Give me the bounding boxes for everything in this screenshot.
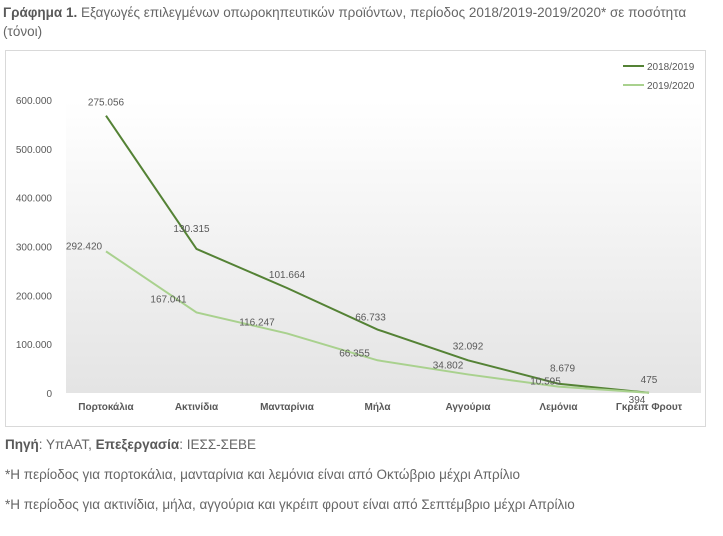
data-label: 167.041	[150, 294, 187, 305]
series-line-2019-2020	[105, 250, 650, 394]
caption-text: Εξαγωγές επιλεγμένων οπωροκηπευτικών προ…	[3, 5, 687, 39]
processing-text: : ΙΕΣΣ-ΣΕΒΕ	[179, 437, 257, 452]
x-tick-label: Γκρέιπ Φρουτ	[616, 402, 683, 413]
chart-caption: Γράφημα 1. Εξαγωγές επιλεγμένων οπωροκηπ…	[3, 3, 703, 41]
data-label: 32.092	[453, 341, 484, 352]
legend-label: 2018/2019	[647, 62, 695, 73]
data-label: 130.315	[173, 224, 210, 235]
chart-container: 0 100.000 200.000 300.000 400.000 500.000 600.…	[5, 50, 706, 427]
y-tick-label: 300.000	[16, 243, 53, 254]
data-label: 66.355	[339, 348, 370, 359]
data-label: 8.679	[550, 364, 575, 375]
y-tick-label: 100.000	[16, 340, 53, 351]
data-label: 34.802	[433, 360, 464, 371]
data-label: 292.420	[66, 241, 103, 252]
y-tick-label: 500.000	[16, 145, 53, 156]
y-tick-label: 0	[46, 389, 52, 400]
x-tick-label: Λεμόνια	[539, 402, 578, 413]
data-label: 475	[641, 375, 658, 386]
y-tick-label: 400.000	[16, 194, 53, 205]
data-label: 10.595	[530, 377, 561, 388]
footnote-2: *Η περίοδος για ακτινίδια, μήλα, αγγούρι…	[5, 497, 575, 512]
legend-label: 2019/2020	[647, 81, 695, 92]
data-label: 66.733	[355, 313, 386, 324]
data-label: 275.056	[88, 98, 125, 109]
source-label: Πηγή	[5, 437, 39, 452]
data-label: 394	[629, 395, 646, 406]
line-chart: 0 100.000 200.000 300.000 400.000 500.000 600.…	[16, 62, 701, 413]
source-line: Πηγή: ΥπΑΑΤ, Επεξεργασία: ΙΕΣΣ-ΣΕΒΕ	[5, 437, 715, 452]
data-label: 116.247	[239, 317, 275, 328]
x-tick-label: Μανταρίνια	[260, 402, 315, 413]
source-text: : ΥπΑΑΤ,	[38, 437, 96, 452]
series-line-2018-2019	[105, 115, 650, 394]
x-tick-label: Αγγούρια	[445, 402, 491, 413]
footnote-1: *Η περίοδος για πορτοκάλια, μανταρίνια κ…	[5, 467, 520, 482]
caption-prefix: Γράφημα 1.	[3, 5, 78, 20]
plot-area	[66, 101, 701, 393]
x-tick-label: Μήλα	[364, 402, 391, 413]
x-tick-label: Πορτοκάλια	[78, 402, 134, 413]
processing-label: Επεξεργασία	[95, 437, 180, 452]
y-tick-label: 200.000	[16, 291, 53, 302]
data-label: 101.664	[269, 270, 306, 281]
y-tick-label: 600.000	[16, 96, 53, 107]
x-tick-label: Ακτινίδια	[175, 402, 219, 413]
